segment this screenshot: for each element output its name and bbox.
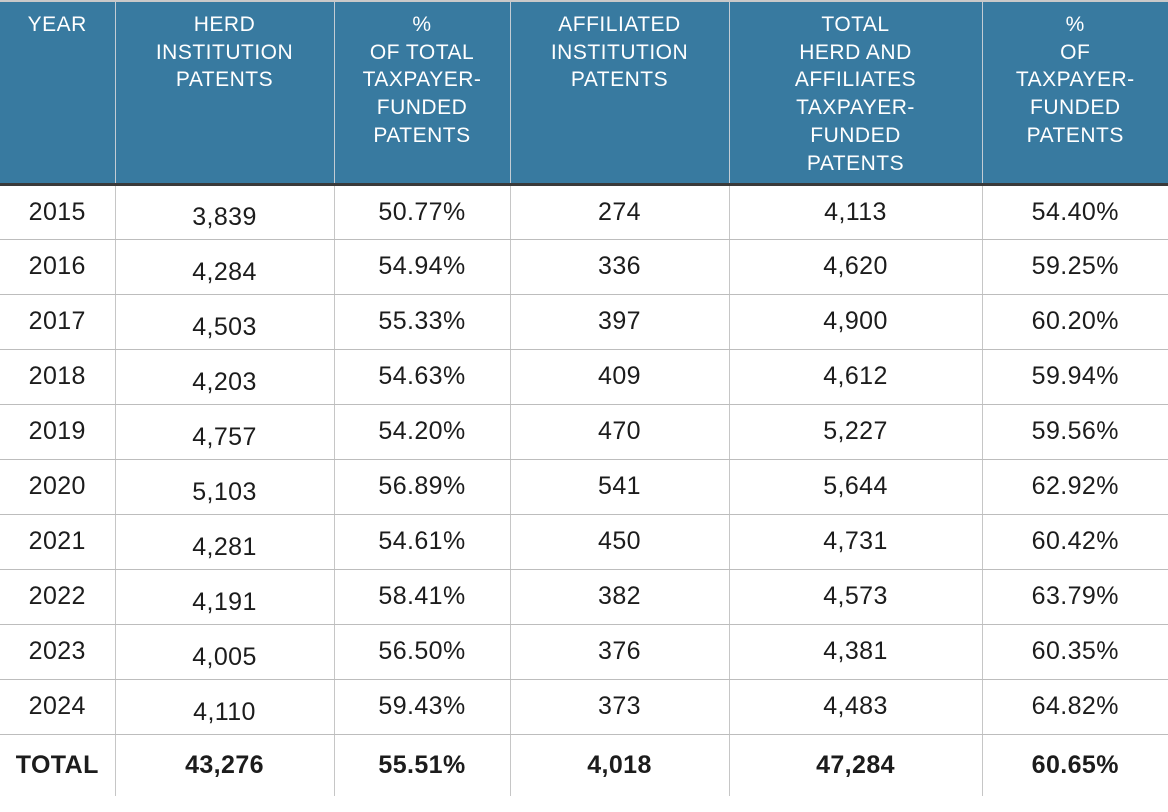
pct-total-cell: 55.33% (334, 294, 511, 350)
header-year: YEAR (0, 2, 116, 184)
herd-patents-cell: 4,503 (115, 294, 335, 350)
table-row: 2018 4,203 54.63% 409 4,612 59.94% (0, 349, 1168, 405)
total-herd-value: 43,276 (115, 734, 335, 796)
table-row: 2016 4,284 54.94% 336 4,620 59.25% (0, 239, 1168, 295)
top-divider (0, 0, 1168, 2)
year-cell: 2015 (0, 184, 116, 240)
table-row: 2020 5,103 56.89% 541 5,644 62.92% (0, 459, 1168, 515)
pct-total-cell: 50.77% (334, 184, 511, 240)
year-cell: 2016 (0, 239, 116, 295)
table-row: 2022 4,191 58.41% 382 4,573 63.79% (0, 569, 1168, 625)
table-row: 2019 4,757 54.20% 470 5,227 59.56% (0, 404, 1168, 460)
pct-total-cell: 54.20% (334, 404, 511, 460)
total-patents-cell: 4,113 (729, 184, 983, 240)
affiliated-patents-cell: 382 (510, 569, 730, 625)
pct-total-cell: 56.89% (334, 459, 511, 515)
herd-patents-cell: 4,005 (115, 624, 335, 680)
affiliated-patents-cell: 450 (510, 514, 730, 570)
header-pct-total-taxpayer-funded: % OF TOTAL TAXPAYER- FUNDED PATENTS (334, 2, 511, 184)
total-combined-value: 47,284 (729, 734, 983, 796)
year-cell: 2019 (0, 404, 116, 460)
pct-taxpayer-cell: 59.56% (982, 404, 1168, 460)
total-patents-cell: 4,731 (729, 514, 983, 570)
header-herd-institution-patents: HERD INSTITUTION PATENTS (115, 2, 335, 184)
pct-taxpayer-cell: 64.82% (982, 679, 1168, 735)
table-row: 2021 4,281 54.61% 450 4,731 60.42% (0, 514, 1168, 570)
affiliated-patents-cell: 376 (510, 624, 730, 680)
total-patents-cell: 4,573 (729, 569, 983, 625)
year-cell: 2017 (0, 294, 116, 350)
header-total-herd-affiliates: TOTAL HERD AND AFFILIATES TAXPAYER- FUND… (729, 2, 983, 184)
pct-taxpayer-cell: 63.79% (982, 569, 1168, 625)
pct-total-cell: 54.63% (334, 349, 511, 405)
pct-total-cell: 59.43% (334, 679, 511, 735)
table-row: 2017 4,503 55.33% 397 4,900 60.20% (0, 294, 1168, 350)
table-header: YEAR HERD INSTITUTION PATENTS % OF TOTAL… (0, 2, 1168, 184)
pct-total-cell: 56.50% (334, 624, 511, 680)
pct-taxpayer-cell: 59.94% (982, 349, 1168, 405)
total-affiliated-value: 4,018 (510, 734, 730, 796)
total-patents-cell: 4,900 (729, 294, 983, 350)
affiliated-patents-cell: 336 (510, 239, 730, 295)
year-cell: 2021 (0, 514, 116, 570)
pct-taxpayer-cell: 62.92% (982, 459, 1168, 515)
total-patents-cell: 4,381 (729, 624, 983, 680)
affiliated-patents-cell: 541 (510, 459, 730, 515)
pct-total-cell: 54.94% (334, 239, 511, 295)
header-affiliated-institution-patents: AFFILIATED INSTITUTION PATENTS (510, 2, 730, 184)
herd-patents-cell: 4,191 (115, 569, 335, 625)
affiliated-patents-cell: 274 (510, 184, 730, 240)
pct-taxpayer-cell: 60.42% (982, 514, 1168, 570)
table-row: 2024 4,110 59.43% 373 4,483 64.82% (0, 679, 1168, 735)
herd-patents-cell: 5,103 (115, 459, 335, 515)
header-row: YEAR HERD INSTITUTION PATENTS % OF TOTAL… (0, 2, 1168, 184)
table-row: 2015 3,839 50.77% 274 4,113 54.40% (0, 184, 1168, 240)
affiliated-patents-cell: 373 (510, 679, 730, 735)
total-pct-taxpayer-value: 60.65% (982, 734, 1168, 796)
affiliated-patents-cell: 409 (510, 349, 730, 405)
total-patents-cell: 4,620 (729, 239, 983, 295)
header-pct-taxpayer-funded: % OF TAXPAYER- FUNDED PATENTS (982, 2, 1168, 184)
year-cell: 2023 (0, 624, 116, 680)
herd-patents-cell: 4,284 (115, 239, 335, 295)
pct-taxpayer-cell: 59.25% (982, 239, 1168, 295)
total-label: TOTAL (0, 734, 116, 796)
pct-taxpayer-cell: 60.20% (982, 294, 1168, 350)
year-cell: 2018 (0, 349, 116, 405)
total-row: TOTAL 43,276 55.51% 4,018 47,284 60.65% (0, 734, 1168, 796)
herd-patents-cell: 4,110 (115, 679, 335, 735)
pct-total-cell: 54.61% (334, 514, 511, 570)
table-row: 2023 4,005 56.50% 376 4,381 60.35% (0, 624, 1168, 680)
year-cell: 2024 (0, 679, 116, 735)
total-pct-total-value: 55.51% (334, 734, 511, 796)
total-patents-cell: 5,227 (729, 404, 983, 460)
affiliated-patents-cell: 397 (510, 294, 730, 350)
herd-patents-cell: 3,839 (115, 184, 335, 240)
total-patents-cell: 5,644 (729, 459, 983, 515)
affiliated-patents-cell: 470 (510, 404, 730, 460)
herd-patents-cell: 4,281 (115, 514, 335, 570)
herd-patents-cell: 4,757 (115, 404, 335, 460)
table-body: 2015 3,839 50.77% 274 4,113 54.40% 2016 … (0, 184, 1168, 735)
year-cell: 2022 (0, 569, 116, 625)
year-cell: 2020 (0, 459, 116, 515)
pct-taxpayer-cell: 54.40% (982, 184, 1168, 240)
patents-data-table: YEAR HERD INSTITUTION PATENTS % OF TOTAL… (0, 2, 1168, 796)
pct-taxpayer-cell: 60.35% (982, 624, 1168, 680)
total-patents-cell: 4,612 (729, 349, 983, 405)
total-patents-cell: 4,483 (729, 679, 983, 735)
pct-total-cell: 58.41% (334, 569, 511, 625)
table-footer: TOTAL 43,276 55.51% 4,018 47,284 60.65% (0, 734, 1168, 796)
herd-patents-cell: 4,203 (115, 349, 335, 405)
